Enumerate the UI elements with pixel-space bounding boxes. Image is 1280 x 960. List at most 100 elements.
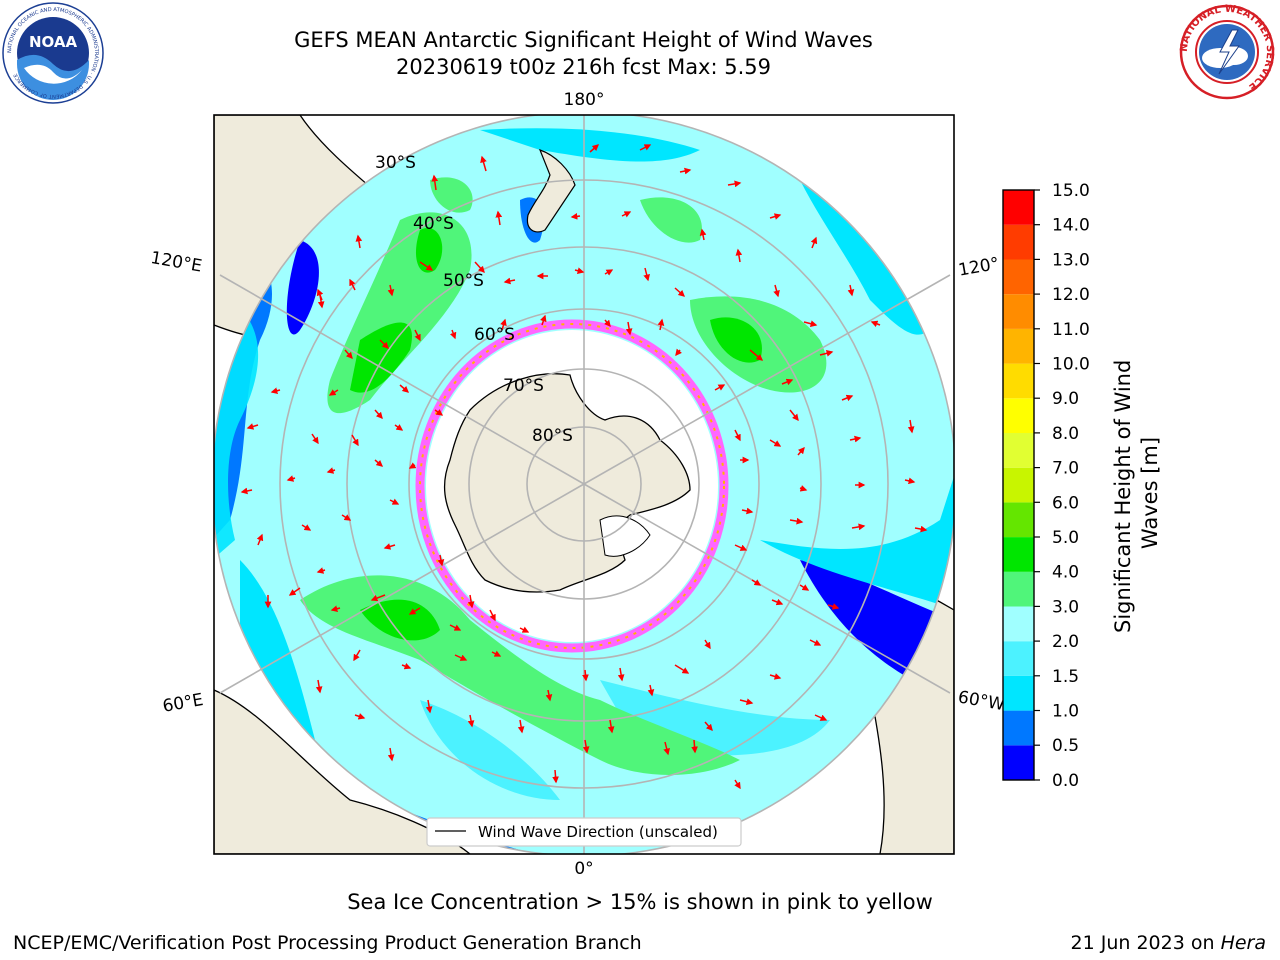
wave-arrow [582, 739, 590, 754]
wave-arrow [674, 287, 686, 297]
wave-arrow [769, 673, 782, 680]
noaa-logo: NOAA NATIONAL OCEANIC AND ATMOSPHERIC AD… [2, 2, 104, 104]
wave-arrow [814, 714, 828, 721]
sea-ice-caption: Sea Ice Concentration > 15% is shown in … [347, 890, 933, 914]
cbar-tick-label: 8.0 [1052, 424, 1079, 444]
wave-arrow [607, 719, 615, 734]
lon-label-120e: 120°E [149, 248, 203, 277]
wave-arrow [517, 719, 525, 734]
wave-arrow [491, 650, 502, 657]
wave-arrow [799, 584, 810, 591]
wave-arrow [315, 679, 323, 694]
wave-arrow [751, 579, 762, 586]
svg-text:NOAA: NOAA [29, 33, 78, 51]
wave-arrow [625, 321, 633, 336]
wave-arrow [540, 314, 547, 326]
wave-arrow [387, 747, 395, 762]
wave-arrow [841, 394, 854, 402]
wave-arrow [431, 174, 439, 191]
wave-arrow [480, 155, 487, 172]
cbar-seg [1003, 606, 1034, 642]
wave-arrow [552, 769, 559, 784]
cbar-tick-label: 15.0 [1052, 181, 1090, 201]
footer-credit: NCEP/EMC/Verification Post Processing Pr… [13, 932, 642, 954]
lat-label-50s: 50°S [443, 271, 484, 291]
wave-arrow [370, 594, 386, 602]
wave-arrow [691, 739, 698, 754]
wave-arrow [434, 409, 444, 416]
cbar-seg [1003, 641, 1034, 676]
cbar-seg [1003, 571, 1034, 607]
cbar-seg [1003, 259, 1034, 295]
wave-arrow [734, 544, 748, 551]
wave-arrow [914, 525, 928, 533]
wave-arrow [851, 523, 866, 531]
wave-arrow [797, 446, 805, 456]
wave-arrow [639, 144, 652, 151]
colorbar-segments [1003, 190, 1034, 780]
cbar-tick-label: 1.5 [1052, 667, 1079, 687]
cbar-tick-label: 4.0 [1052, 563, 1079, 583]
wave-arrow [704, 639, 711, 650]
wave-arrow [383, 543, 396, 550]
lon-label-60e: 60°E [161, 690, 205, 717]
cbar-seg [1003, 363, 1034, 399]
wave-arrow [674, 664, 690, 674]
wave-arrow [589, 144, 600, 153]
wave-arrow [769, 213, 782, 220]
wave-arrow [621, 211, 632, 218]
cbar-seg [1003, 433, 1034, 468]
legend: Wind Wave Direction (unscaled) [426, 817, 742, 847]
wave-arrow [374, 459, 384, 467]
lat-label-80s: 80°S [532, 426, 573, 446]
wave-arrow [714, 384, 726, 391]
wave-arrow [353, 649, 361, 662]
lon-label-60w: 60°W [956, 687, 1006, 715]
wave-arrow [604, 269, 614, 276]
lat-label-60s: 60°S [474, 325, 515, 345]
wave-arrow [316, 288, 324, 301]
wave-arrow [240, 487, 253, 495]
wave-arrow [663, 741, 670, 756]
wave-arrow [288, 587, 301, 596]
wave-arrow [749, 349, 764, 361]
wave-arrow [849, 435, 862, 443]
wave-arrow [781, 378, 794, 386]
wave-arrow [847, 284, 855, 297]
wave-arrow [399, 384, 410, 393]
wave-arrow [739, 698, 754, 705]
lat-label-40s: 40°S [413, 214, 454, 234]
wave-arrow [647, 684, 655, 697]
wave-arrow [425, 699, 433, 714]
wave-arrow [603, 319, 611, 328]
wave-arrow [500, 318, 507, 331]
wave-arrow [256, 533, 264, 546]
wave-arrow [904, 477, 916, 485]
wave-arrow [328, 389, 339, 396]
cbar-seg [1003, 675, 1034, 711]
cbar-seg [1003, 537, 1034, 572]
cbar-tick-label: 6.0 [1052, 493, 1079, 513]
wave-arrow [803, 320, 818, 327]
wave-arrow [326, 467, 336, 474]
graticule [214, 115, 954, 854]
cbar-tick-label: 10.0 [1052, 355, 1090, 375]
wave-arrow [389, 498, 400, 505]
wave-arrow [574, 267, 585, 274]
lon-label-120w: 120° [957, 254, 1001, 281]
wave-arrow [401, 662, 412, 670]
wave-arrow [773, 284, 780, 298]
wave-arrow [741, 507, 754, 515]
colorbar: 15.0 14.0 13.0 12.0 11.0 10.0 9.0 8.0 7.… [1002, 181, 1162, 791]
wave-arrow [344, 349, 353, 360]
wave-arrow [789, 409, 799, 422]
wave-arrow [311, 433, 319, 445]
wave-arrow [354, 713, 366, 720]
wave-arrow [734, 779, 741, 790]
wave-arrow [341, 514, 352, 521]
chart-title: GEFS MEAN Antarctic Significant Height o… [294, 28, 873, 52]
wave-arrow [675, 348, 683, 357]
wave-arrow [827, 603, 840, 610]
wave-arrow [467, 714, 475, 728]
